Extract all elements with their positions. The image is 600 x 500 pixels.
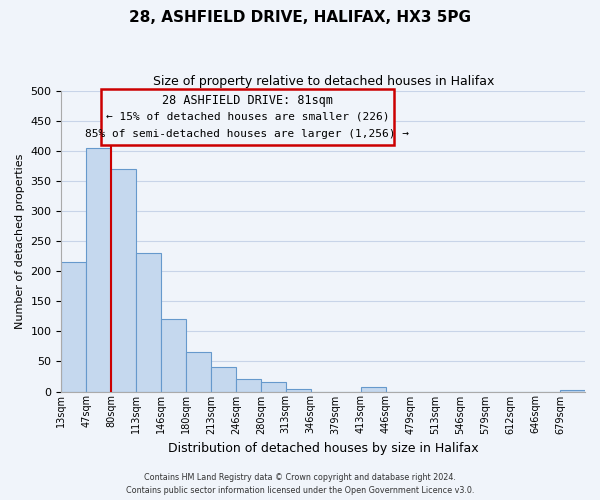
Y-axis label: Number of detached properties: Number of detached properties [15, 154, 25, 328]
Bar [161, 320, 186, 392]
Text: 28, ASHFIELD DRIVE, HALIFAX, HX3 5PG: 28, ASHFIELD DRIVE, HALIFAX, HX3 5PG [129, 10, 471, 25]
Bar [236, 380, 261, 392]
X-axis label: Distribution of detached houses by size in Halifax: Distribution of detached houses by size … [168, 442, 479, 455]
Bar [111, 169, 136, 392]
Text: Contains HM Land Registry data © Crown copyright and database right 2024.
Contai: Contains HM Land Registry data © Crown c… [126, 474, 474, 495]
Bar [186, 352, 211, 392]
Title: Size of property relative to detached houses in Halifax: Size of property relative to detached ho… [152, 75, 494, 88]
Bar [61, 262, 86, 392]
Bar [136, 253, 161, 392]
Bar [286, 388, 311, 392]
Text: 28 ASHFIELD DRIVE: 81sqm: 28 ASHFIELD DRIVE: 81sqm [162, 94, 333, 106]
Text: ← 15% of detached houses are smaller (226): ← 15% of detached houses are smaller (22… [106, 112, 389, 122]
Bar [361, 386, 386, 392]
Text: 85% of semi-detached houses are larger (1,256) →: 85% of semi-detached houses are larger (… [85, 128, 409, 138]
Bar [560, 390, 585, 392]
FancyBboxPatch shape [101, 89, 394, 144]
Bar [261, 382, 286, 392]
Bar [211, 368, 236, 392]
Bar [86, 148, 111, 392]
